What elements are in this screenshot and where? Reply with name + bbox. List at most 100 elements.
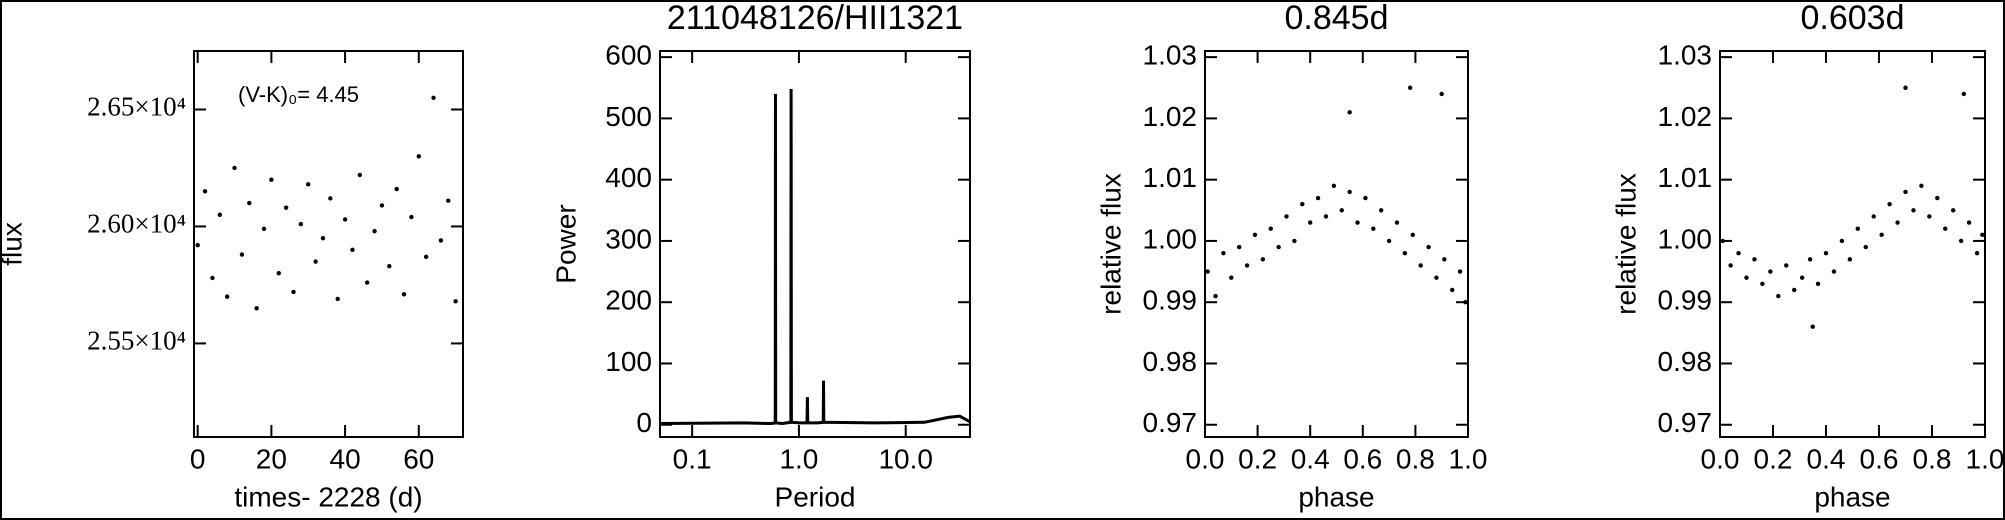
point (217, 212, 222, 217)
point (1457, 269, 1463, 274)
point (1450, 287, 1455, 293)
point (1760, 281, 1765, 287)
y-tick-label: 0.99 (1658, 285, 1713, 316)
y-tick-label: 1.01 (1658, 162, 1713, 193)
point (1911, 208, 1916, 213)
point (283, 205, 289, 210)
y-tick-label: 600 (605, 40, 652, 71)
y-tick-label: 0.98 (1658, 346, 1713, 377)
point (1355, 220, 1360, 225)
point (298, 221, 304, 227)
y-tick-label: 400 (605, 162, 652, 193)
point (1371, 226, 1376, 231)
x-tick-label: 1.0 (779, 443, 818, 474)
y-axis-label: Power (550, 204, 581, 283)
x-tick-label: 1.0 (1966, 443, 2005, 474)
x-tick-label: 40 (330, 443, 361, 474)
y-tick-label: 1.01 (1143, 162, 1198, 193)
point (1903, 189, 1908, 195)
point (1410, 232, 1415, 238)
point (1895, 220, 1900, 225)
x-tick-label: 60 (403, 443, 434, 474)
point (1784, 263, 1789, 268)
point (202, 189, 208, 194)
point (1810, 324, 1815, 329)
point (1823, 250, 1829, 256)
point (1268, 226, 1273, 231)
point (1831, 269, 1837, 274)
plot-box (193, 50, 464, 438)
point (1244, 263, 1250, 268)
point (453, 299, 458, 304)
point (409, 214, 414, 220)
point (1927, 214, 1932, 219)
x-tick-label: 0.0 (1701, 443, 1740, 474)
point (446, 198, 451, 203)
point (1407, 85, 1413, 90)
x-tick-label: 0.8 (1913, 443, 1952, 474)
point (1347, 110, 1352, 115)
plot-box (1204, 50, 1469, 438)
point (1768, 269, 1773, 274)
point (387, 264, 392, 269)
y-tick-label: 100 (605, 346, 652, 377)
point (1736, 250, 1741, 256)
y-tick-label: 0.97 (1143, 407, 1198, 438)
point (1839, 238, 1845, 244)
y-tick-label: 1.02 (1658, 101, 1713, 132)
point (328, 196, 333, 201)
point (1752, 257, 1757, 262)
point (313, 259, 318, 264)
point (1958, 238, 1964, 244)
y-tick-label: 1.02 (1143, 101, 1198, 132)
y-axis-label: flux (0, 222, 27, 266)
point (1776, 293, 1781, 299)
point (350, 247, 355, 253)
x-tick-label: 0.4 (1807, 443, 1846, 474)
point (1339, 208, 1344, 213)
x-axis-label: phase (1298, 481, 1374, 512)
x-axis-label: phase (1814, 481, 1890, 512)
y-tick-label: 1.03 (1143, 40, 1198, 71)
point (1943, 226, 1948, 231)
point (1935, 195, 1940, 201)
point (1347, 189, 1352, 195)
chart-title: 0.845d (1285, 0, 1389, 37)
point (1463, 300, 1468, 305)
point (1879, 232, 1884, 238)
y-tick-label: 2.60×10⁴ (87, 209, 186, 239)
point (1252, 232, 1258, 238)
point (364, 280, 370, 285)
point (372, 228, 377, 234)
point (1394, 220, 1400, 225)
y-tick-label: 0 (636, 407, 652, 438)
point (1292, 238, 1297, 244)
point (1331, 183, 1337, 188)
point (1386, 238, 1392, 244)
plot-box (659, 50, 971, 438)
x-tick-label: 0.6 (1860, 443, 1899, 474)
y-tick-label: 1.00 (1658, 223, 1713, 254)
point (1402, 250, 1408, 256)
point (438, 238, 444, 243)
x-tick-label: 0.2 (1754, 443, 1793, 474)
point (1887, 201, 1892, 207)
chart-title: 211048126/HII1321 (667, 0, 963, 37)
point (1980, 232, 1985, 238)
x-tick-label: 0.1 (673, 443, 712, 474)
point (1951, 208, 1956, 213)
point (1807, 257, 1813, 262)
point (210, 275, 215, 281)
point (1260, 257, 1266, 262)
line (659, 88, 971, 426)
point (232, 165, 237, 171)
point (335, 296, 340, 302)
y-axis-label: relative flux (1610, 173, 1641, 315)
point (239, 252, 245, 257)
y-tick-label: 1.00 (1143, 223, 1198, 254)
point (1308, 220, 1313, 225)
x-axis-label: times- 2228 (d) (234, 481, 422, 512)
point (1379, 208, 1384, 213)
x-tick-label: 0.4 (1291, 443, 1330, 474)
